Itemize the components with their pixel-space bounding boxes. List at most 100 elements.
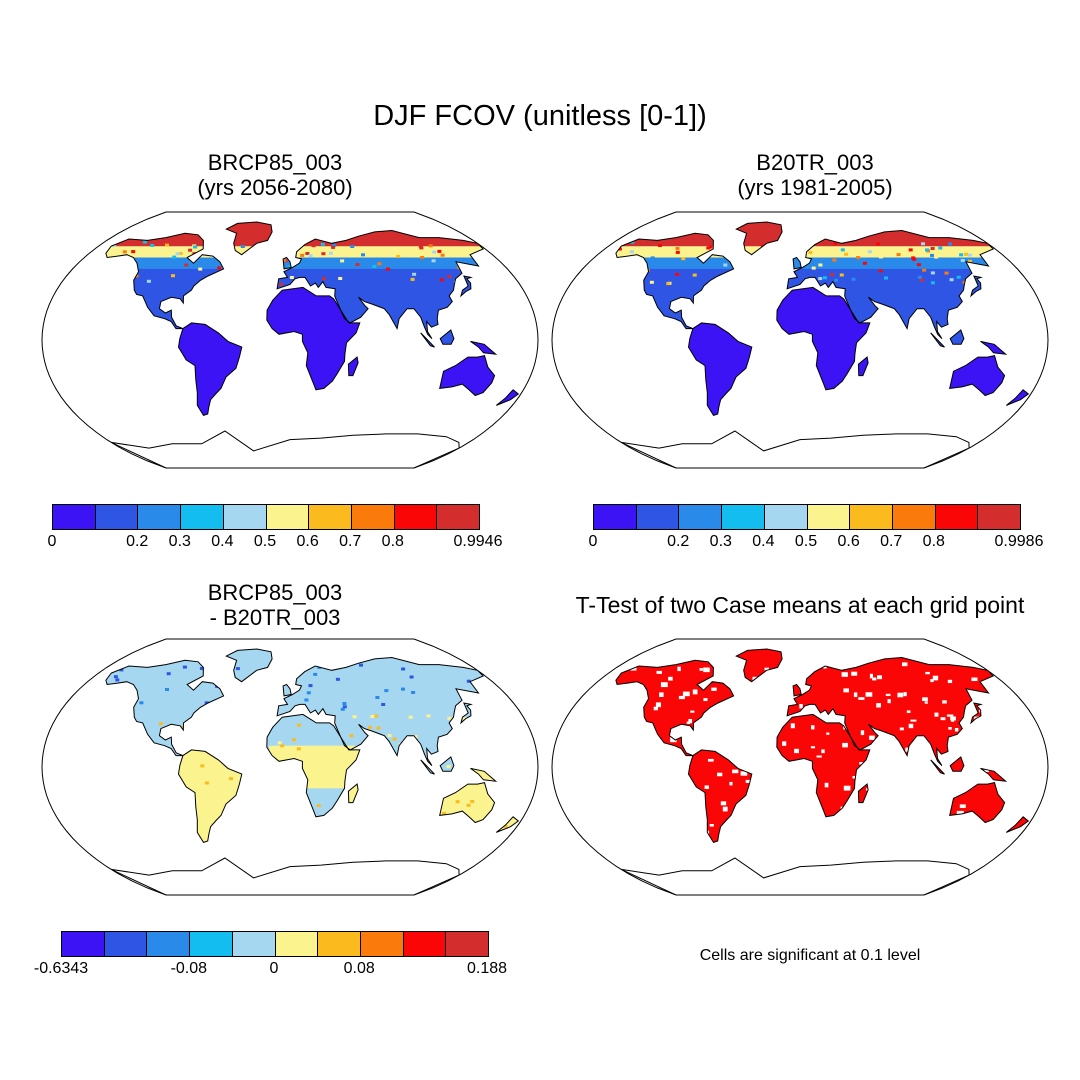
nonsignificant-cell — [1020, 781, 1027, 787]
grid-cell — [178, 252, 183, 255]
grid-cell — [761, 249, 766, 253]
grid-cell — [289, 276, 294, 279]
grid-cell — [175, 252, 180, 256]
grid-cell — [385, 267, 390, 271]
grid-cell — [876, 242, 881, 246]
grid-cell — [255, 270, 260, 274]
grid-cell — [115, 678, 120, 682]
grid-cell — [811, 266, 816, 270]
nonsignificant-cell — [606, 708, 613, 713]
nonsignificant-cell — [897, 692, 904, 698]
land-fill — [62, 649, 519, 843]
grid-cell — [896, 253, 901, 257]
nonsignificant-cell — [637, 736, 641, 740]
nonsignificant-cell — [709, 824, 714, 827]
grid-cell — [489, 818, 494, 822]
nonsignificant-cell — [794, 748, 799, 754]
nonsignificant-cell — [897, 788, 902, 794]
grid-cell — [63, 794, 67, 797]
coastline-jp — [970, 702, 983, 725]
grid-cell — [306, 691, 311, 695]
grid-cell — [372, 734, 377, 738]
nonsignificant-cell — [968, 777, 975, 782]
nonsignificant-cell — [736, 710, 742, 713]
nonsignificant-cell — [903, 813, 909, 819]
grid-cell — [172, 255, 177, 259]
nonsignificant-cell — [802, 781, 806, 785]
nonsignificant-cell — [634, 688, 639, 692]
coastline-au — [439, 782, 496, 824]
grid-cell — [340, 707, 345, 711]
nonsignificant-cell — [956, 810, 964, 816]
grid-cell — [934, 255, 939, 259]
panel-3-title-line1: BRCP85_003 — [207, 580, 343, 605]
grid-cell — [783, 248, 788, 252]
grid-cell — [261, 808, 266, 812]
nonsignificant-cell — [970, 743, 975, 748]
grid-cell — [878, 269, 883, 273]
grid-cell — [98, 782, 102, 785]
grid-cell — [908, 248, 913, 252]
nonsignificant-cell — [667, 773, 674, 778]
tropical-fill — [858, 357, 869, 376]
nonsignificant-cell — [798, 828, 802, 832]
grid-cell — [247, 279, 252, 283]
nonsignificant-cell — [934, 775, 940, 779]
coastline-su — [930, 332, 945, 348]
coastline-af — [266, 286, 361, 391]
nonsignificant-cell — [620, 762, 624, 765]
coastline-ant — [620, 857, 970, 895]
grid-cell — [293, 665, 298, 669]
grid-cell — [470, 799, 475, 803]
grid-cell — [300, 253, 305, 257]
nonsignificant-cell — [761, 690, 768, 696]
nonsignificant-cell — [673, 807, 680, 813]
nonsignificant-cell — [826, 732, 830, 735]
nonsignificant-cell — [877, 675, 882, 680]
nonsignificant-cell — [615, 742, 619, 748]
colorbar-segment — [53, 505, 96, 529]
colorbar-segment — [764, 505, 808, 529]
nonsignificant-cell — [649, 802, 654, 808]
grid-cell — [375, 696, 380, 699]
nonsignificant-cell — [1010, 818, 1017, 822]
nonsignificant-cell — [780, 784, 786, 788]
colorbar-tick-label: 0.4 — [211, 533, 234, 550]
nonsignificant-cell — [942, 700, 947, 704]
colorbar-segment — [437, 505, 480, 529]
grid-cell — [839, 273, 844, 277]
nonsignificant-cell — [778, 824, 784, 830]
grid-cell — [335, 677, 340, 681]
nonsignificant-cell — [628, 709, 635, 713]
grid-cell — [313, 672, 318, 676]
nonsignificant-cell — [598, 754, 605, 757]
grid-cell — [188, 248, 193, 252]
nonsignificant-cell — [755, 755, 759, 761]
grid-cell — [446, 765, 451, 768]
grid-cell — [822, 276, 827, 280]
nonsignificant-cell — [948, 727, 952, 730]
grid-cell — [113, 675, 118, 679]
nonsignificant-cell — [692, 734, 698, 739]
grid-cell — [62, 763, 66, 766]
nonsignificant-cell — [932, 675, 939, 681]
grid-cell — [666, 282, 671, 286]
grid-cell — [127, 811, 131, 814]
colorbar-tick-label: 0.8 — [381, 533, 404, 550]
grid-cell — [967, 253, 972, 257]
grid-cell — [440, 824, 445, 828]
grid-cell — [355, 263, 360, 267]
nonsignificant-cell — [586, 732, 590, 735]
colorbar-tick-label: -0.6343 — [33, 960, 89, 977]
colorbar-3 — [61, 931, 489, 957]
nonsignificant-cell — [944, 760, 948, 765]
grid-cell — [473, 715, 478, 719]
grid-cell — [830, 273, 834, 277]
grid-cell — [217, 266, 222, 270]
colorbar-segment — [309, 505, 352, 529]
nonsignificant-cell — [711, 687, 717, 691]
nonsignificant-cell — [816, 755, 822, 758]
panel-4-title: T-Test of two Case means at each grid po… — [575, 592, 1025, 618]
coastline-jp — [460, 275, 473, 298]
grid-cell — [332, 243, 336, 247]
